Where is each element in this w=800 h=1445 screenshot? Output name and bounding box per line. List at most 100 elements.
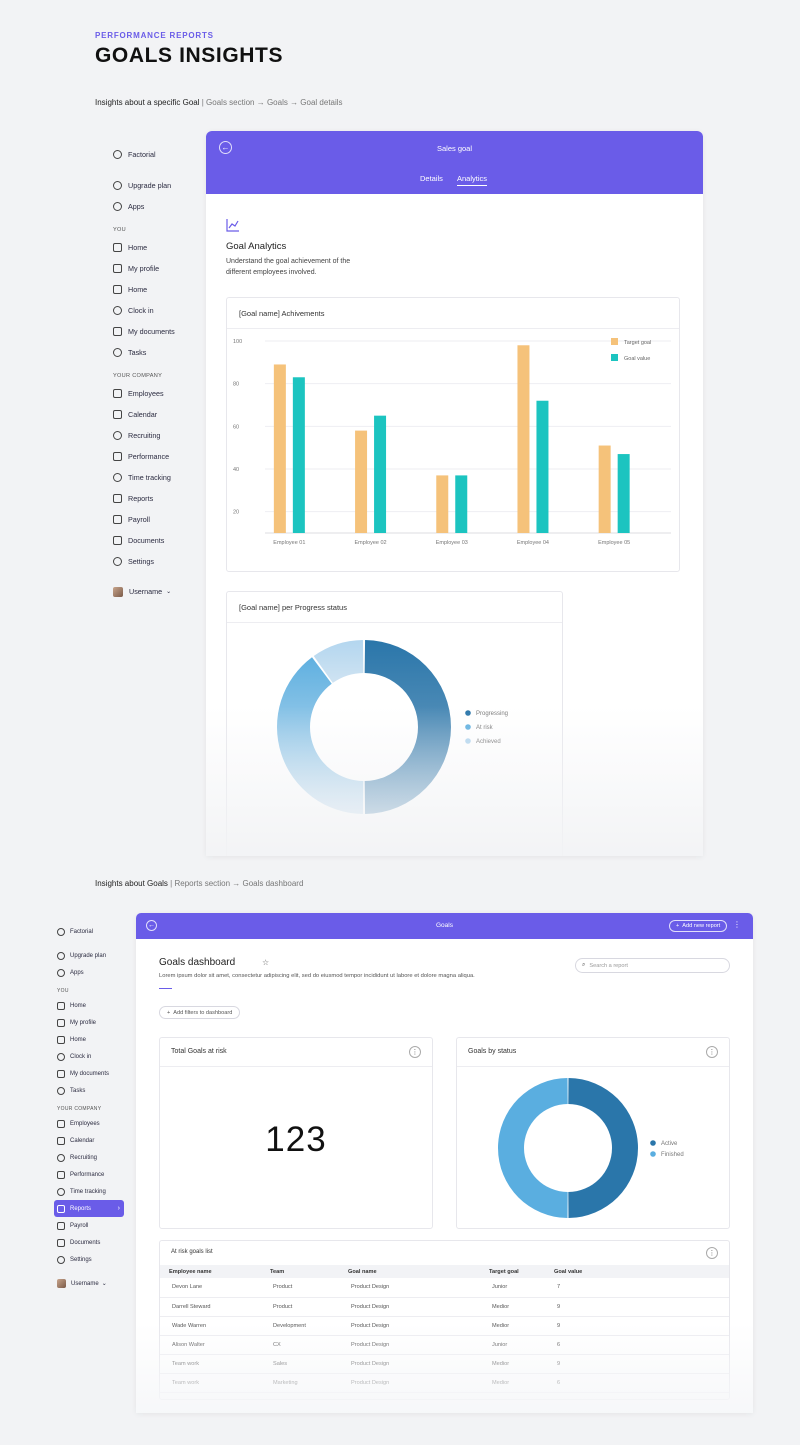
cell-goal: Product Design <box>339 1297 480 1317</box>
card-menu-button[interactable]: ⋮ <box>706 1247 718 1259</box>
sidebar-item-calendar[interactable]: Calendar <box>113 404 203 425</box>
sidebar-item-performance[interactable]: Performance <box>113 446 203 467</box>
sidebar-item-payroll[interactable]: Payroll <box>57 1217 129 1234</box>
legend-dot <box>465 724 471 730</box>
legend-dot <box>650 1140 656 1146</box>
sidebar-item-label: Tasks <box>128 348 147 357</box>
more-options-icon: ⋮ <box>708 1249 716 1257</box>
search-input[interactable]: ⌕ Search a report <box>575 958 730 973</box>
sidebar-item-calendar[interactable]: Calendar <box>57 1132 129 1149</box>
folder-icon <box>113 536 122 545</box>
divider <box>457 1066 729 1067</box>
add-new-report-button[interactable]: + Add new report <box>669 920 728 932</box>
home-icon <box>113 243 122 252</box>
sidebar-item-my-documents[interactable]: My documents <box>57 1065 129 1082</box>
sidebar-item-recruiting[interactable]: Recruiting <box>113 425 203 446</box>
donut-slice-progressing <box>364 640 451 814</box>
col-employee-name[interactable]: Employee name <box>160 1265 261 1278</box>
sidebar-item-tasks[interactable]: Tasks <box>57 1082 129 1099</box>
documents-icon <box>57 1069 65 1078</box>
brand[interactable]: Factorial <box>57 923 129 940</box>
sidebar-item-reports[interactable]: Reports › <box>54 1200 124 1217</box>
folder-icon <box>57 1238 65 1247</box>
col-goal-name[interactable]: Goal name <box>339 1265 480 1278</box>
arrow-left-icon: ← <box>148 922 155 929</box>
sidebar-item-clock-in[interactable]: Clock in <box>113 300 203 321</box>
sidebar-item-upgrade-plan[interactable]: Upgrade plan <box>113 175 203 196</box>
legend-label: Progressing <box>476 711 508 717</box>
sidebar-item-apps[interactable]: Apps <box>113 196 203 217</box>
sidebar-item-settings[interactable]: Settings <box>57 1251 129 1268</box>
sidebar: Factorial Upgrade plan Apps YOU Home My … <box>113 144 203 602</box>
legend-label: Goal value <box>624 356 650 362</box>
donut-card-title: [Goal name] per Progress status <box>239 603 347 612</box>
cell-goal: Product Design <box>339 1373 480 1393</box>
y-tick-label: 20 <box>233 510 239 516</box>
sidebar-item-apps[interactable]: Apps <box>57 964 129 981</box>
brand[interactable]: Factorial <box>113 144 203 165</box>
sidebar-item-my-profile[interactable]: My profile <box>113 258 203 279</box>
legend-swatch <box>611 354 618 361</box>
col-goal-value[interactable]: Goal value <box>545 1265 729 1278</box>
donut-slice-at-risk <box>277 657 364 814</box>
sidebar-item-label: Upgrade plan <box>70 952 107 959</box>
plus-icon <box>113 202 122 211</box>
card-menu-button[interactable]: ⋮ <box>706 1046 718 1058</box>
table-row[interactable]: Devon Lane Product Product Design Junior… <box>160 1278 729 1298</box>
cell-value: 7 <box>545 1278 729 1298</box>
sidebar-item-documents[interactable]: Documents <box>113 530 203 551</box>
sidebar-item-time-tracking[interactable]: Time tracking <box>113 467 203 488</box>
more-options-icon[interactable]: ⋮ <box>733 920 741 929</box>
sidebar-item-label: Time tracking <box>128 473 171 482</box>
cell-value: 6 <box>545 1373 729 1393</box>
user-menu[interactable]: Username ⌄ <box>113 581 203 602</box>
sidebar-item-my-profile[interactable]: My profile <box>57 1014 129 1031</box>
dashboard-description: Lorem ipsum dolor sit amet, consectetur … <box>159 973 475 979</box>
table-row[interactable]: Team work Sales Product Design Medior 9 <box>160 1354 729 1374</box>
sidebar-item-my-documents[interactable]: My documents <box>113 321 203 342</box>
sidebar-item-documents[interactable]: Documents <box>57 1234 129 1251</box>
table-row[interactable]: Alison Walter CX Product Design Junior 6 <box>160 1335 729 1355</box>
sidebar-item-home[interactable]: Home <box>57 997 129 1014</box>
table-row[interactable]: Wade Warren Development Product Design M… <box>160 1316 729 1336</box>
sidebar-item-payroll[interactable]: Payroll <box>113 509 203 530</box>
y-tick-label: 100 <box>233 339 242 345</box>
sidebar-item-clock-in[interactable]: Clock in <box>57 1048 129 1065</box>
back-button[interactable]: ← <box>146 920 157 931</box>
sidebar-item-employees[interactable]: Employees <box>113 383 203 404</box>
recruiting-icon <box>57 1153 65 1162</box>
table-row[interactable]: Team work Marketing Product Design Medio… <box>160 1373 729 1393</box>
sidebar-item-time-tracking[interactable]: Time tracking <box>57 1183 129 1200</box>
sidebar-item-home-2[interactable]: Home <box>113 279 203 300</box>
table-row[interactable]: Darrell Steward Product Product Design M… <box>160 1297 729 1317</box>
card-menu-button[interactable]: ⋮ <box>409 1046 421 1058</box>
cell-target: Junior <box>480 1335 545 1355</box>
cell-value: 6 <box>545 1335 729 1355</box>
tab-analytics[interactable]: Analytics <box>457 174 488 186</box>
sidebar-item-performance[interactable]: Performance <box>57 1166 129 1183</box>
add-filters-label: Add filters to dashboard <box>173 1009 233 1016</box>
tab-details[interactable]: Details <box>420 174 443 183</box>
back-button[interactable]: ← <box>219 141 232 154</box>
cell-employee: Team work <box>160 1373 261 1393</box>
add-filters-button[interactable]: + Add filters to dashboard <box>159 1006 241 1019</box>
sidebar-item-home[interactable]: Home <box>113 237 203 258</box>
col-target-goal[interactable]: Target goal <box>480 1265 545 1278</box>
sidebar-item-label: Performance <box>70 1171 105 1178</box>
dashboard-title: Goals dashboard <box>159 957 236 968</box>
sidebar-item-tasks[interactable]: Tasks <box>113 342 203 363</box>
sidebar-item-reports[interactable]: Reports <box>113 488 203 509</box>
sidebar-item-settings[interactable]: Settings <box>113 551 203 572</box>
col-team[interactable]: Team <box>261 1265 339 1278</box>
user-menu[interactable]: Username ⌄ <box>57 1275 129 1292</box>
cell-target: Medior <box>480 1316 545 1336</box>
payroll-icon <box>57 1221 65 1230</box>
sidebar-item-upgrade-plan[interactable]: Upgrade plan <box>57 947 129 964</box>
more-options-icon: ⋮ <box>708 1048 716 1056</box>
sidebar-item-recruiting[interactable]: Recruiting <box>57 1149 129 1166</box>
star-icon[interactable]: ☆ <box>262 958 270 967</box>
sidebar-item-home-2[interactable]: Home <box>57 1031 129 1048</box>
sidebar-section-you: YOU <box>57 988 69 994</box>
sidebar-item-employees[interactable]: Employees <box>57 1115 129 1132</box>
bar-goal-value <box>536 400 549 533</box>
